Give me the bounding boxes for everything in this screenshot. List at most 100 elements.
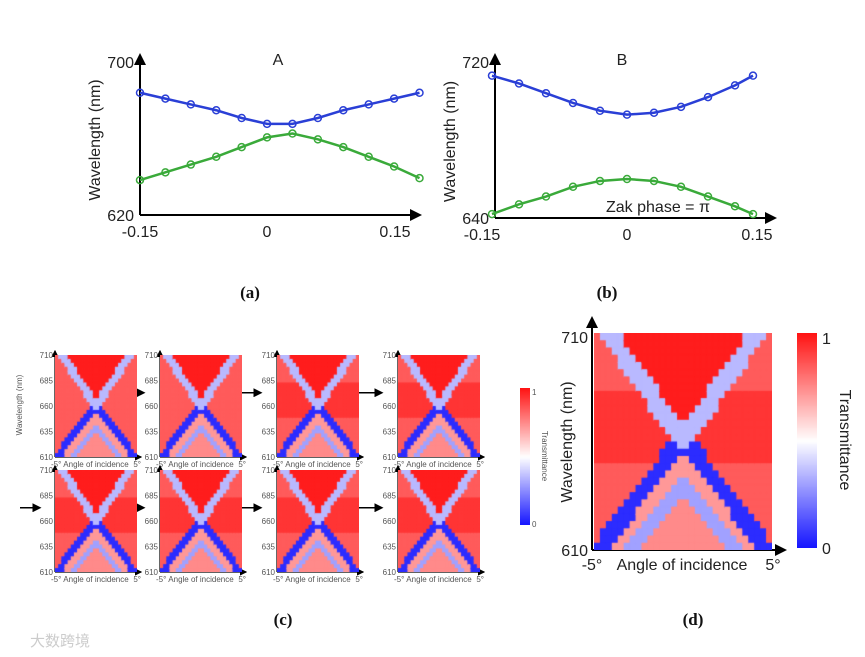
data-point xyxy=(415,173,424,183)
series-line-0 xyxy=(139,91,420,126)
y-tick-label: 610 xyxy=(383,568,397,577)
y-tick-label: 640 xyxy=(462,211,489,228)
y-tick-label: 635 xyxy=(40,543,54,552)
y-tick-label: 710 xyxy=(561,330,588,347)
x-axis-label: Angle of incidence xyxy=(168,575,234,584)
panel-label: (b) xyxy=(597,283,618,302)
colorbar-min: 0 xyxy=(532,520,537,529)
y-tick-label: 635 xyxy=(383,428,397,437)
panel-label: (d) xyxy=(683,610,704,629)
data-point xyxy=(703,92,713,102)
x-tick-label: -5° xyxy=(394,460,404,469)
data-point xyxy=(649,176,659,186)
x-axis-label: Angle of incidence xyxy=(63,460,129,469)
y-tick-label: 635 xyxy=(40,428,54,437)
heatmap-subplot xyxy=(160,470,242,572)
panel-label: (a) xyxy=(240,283,260,302)
data-point xyxy=(415,88,424,98)
data-point xyxy=(186,160,196,169)
x-tick-label: 0 xyxy=(263,224,272,241)
data-point xyxy=(161,168,170,177)
y-tick-label: 635 xyxy=(262,428,276,437)
y-tick-label: 610 xyxy=(40,453,54,462)
data-point xyxy=(514,79,524,88)
y-tick-label: 610 xyxy=(262,453,276,462)
x-tick-label: -5° xyxy=(156,460,166,469)
data-point xyxy=(135,88,145,98)
y-tick-label: 710 xyxy=(40,351,54,360)
y-tick-label: 685 xyxy=(145,492,159,501)
y-tick-label: 685 xyxy=(383,492,397,501)
y-tick-label: 710 xyxy=(145,351,159,360)
data-point xyxy=(313,113,323,123)
y-tick-label: 610 xyxy=(145,568,159,577)
heatmap-subplot xyxy=(398,355,480,457)
data-point xyxy=(622,110,632,119)
y-tick-label: 710 xyxy=(262,466,276,475)
data-point xyxy=(676,102,686,112)
data-point xyxy=(748,71,758,80)
heatmap-subplot xyxy=(277,470,359,572)
x-tick-label: 5° xyxy=(355,575,363,584)
y-tick-label: 685 xyxy=(40,492,54,501)
y-tick-label: 610 xyxy=(145,453,159,462)
y-tick-label: 685 xyxy=(40,377,54,386)
data-point xyxy=(649,108,659,117)
annotation: Zak phase = π xyxy=(606,199,710,216)
series-line-1 xyxy=(139,132,421,182)
series-line-1 xyxy=(491,177,754,216)
data-point xyxy=(262,133,272,142)
x-tick-label: -5° xyxy=(394,575,404,584)
x-tick-label: 5° xyxy=(476,460,484,469)
series-line-0 xyxy=(491,74,754,116)
data-point xyxy=(514,200,524,209)
data-point xyxy=(487,71,497,80)
heatmap-subplot xyxy=(398,470,480,572)
y-tick-label: 660 xyxy=(383,517,397,526)
y-tick-label: 710 xyxy=(383,351,397,360)
data-point xyxy=(541,192,551,201)
data-point xyxy=(237,142,246,152)
data-point xyxy=(568,98,578,108)
y-tick-label: 610 xyxy=(561,543,588,560)
chart-title: B xyxy=(617,52,628,69)
data-point xyxy=(339,142,348,152)
data-point xyxy=(186,100,196,109)
x-tick-label: 5° xyxy=(133,460,141,469)
data-point xyxy=(568,182,578,192)
y-tick-label: 685 xyxy=(262,492,276,501)
y-tick-label: 610 xyxy=(262,568,276,577)
colorbar-label: Transmittance xyxy=(836,390,853,491)
y-tick-label: 700 xyxy=(107,55,134,72)
x-tick-label: -5° xyxy=(156,575,166,584)
data-point xyxy=(389,94,399,103)
x-tick-label: 5° xyxy=(238,575,246,584)
y-tick-label: 720 xyxy=(462,55,489,72)
data-point xyxy=(595,106,605,115)
y-tick-label: 660 xyxy=(262,517,276,526)
data-point xyxy=(313,135,323,144)
data-point xyxy=(595,176,605,186)
x-tick-label: 0.15 xyxy=(741,227,772,244)
data-point xyxy=(288,129,297,138)
y-tick-label: 660 xyxy=(383,402,397,411)
x-tick-label: 5° xyxy=(476,575,484,584)
data-point xyxy=(161,94,170,103)
data-point xyxy=(622,174,632,184)
data-point xyxy=(389,162,399,171)
x-axis-label: Angle of incidence xyxy=(406,460,472,469)
y-tick-label: 635 xyxy=(145,428,159,437)
x-axis-label: Angle of incidence xyxy=(285,575,351,584)
y-axis-label: Wavelength (nm) xyxy=(15,374,24,435)
watermark: 大数跨境 xyxy=(30,633,91,650)
y-tick-label: 635 xyxy=(383,543,397,552)
y-tick-label: 685 xyxy=(383,377,397,386)
data-point xyxy=(676,182,686,192)
panel-label: (c) xyxy=(274,610,293,629)
data-point xyxy=(339,105,348,115)
x-axis-label: Angle of incidence xyxy=(168,460,234,469)
x-axis-label: Angle of incidence xyxy=(63,575,129,584)
colorbar-min: 0 xyxy=(822,541,831,558)
colorbar-max: 1 xyxy=(532,388,537,397)
data-point xyxy=(262,119,272,129)
